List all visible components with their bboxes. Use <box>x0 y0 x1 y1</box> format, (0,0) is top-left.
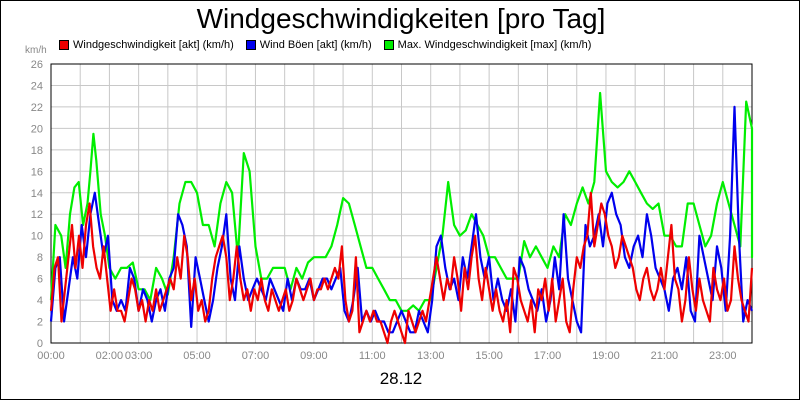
x-tick-label: 17:00 <box>534 350 562 362</box>
legend-label: Max. Windgeschwindigkeit [max] (km/h) <box>397 39 592 51</box>
y-tick-label: 24 <box>31 80 43 92</box>
x-tick-label: 15:00 <box>475 350 503 362</box>
x-tick-label: 05:00 <box>183 350 211 362</box>
date-label: 28.12 <box>379 369 423 388</box>
y-tick-label: 18 <box>31 145 43 157</box>
y-tick-label: 16 <box>31 166 43 178</box>
x-tick-label: 02:00 <box>96 350 124 362</box>
y-tick-label: 8 <box>37 252 43 264</box>
y-tick-label: 20 <box>31 123 43 135</box>
y-tick-label: 22 <box>31 102 43 114</box>
legend-swatch-green <box>383 40 394 50</box>
y-tick-label: 12 <box>31 209 43 221</box>
x-tick-label: 19:00 <box>592 350 620 362</box>
y-tick-label: 4 <box>37 295 43 307</box>
x-tick-label: 07:00 <box>242 350 270 362</box>
legend-item: Windgeschwindigkeit [akt] (km/h) <box>59 39 234 51</box>
legend-swatch-red <box>59 40 69 50</box>
y-tick-label: 10 <box>31 231 43 243</box>
legend-item: Wind Böen [akt] (km/h) <box>245 39 372 51</box>
y-tick-label: 0 <box>37 338 43 350</box>
y-tick-label: 14 <box>31 188 43 200</box>
x-tick-label: 09:00 <box>300 350 328 362</box>
x-tick-label: 21:00 <box>651 350 679 362</box>
chart-title: Windgeschwindigkeiten [pro Tag] <box>196 3 606 34</box>
x-tick-label: 11:00 <box>359 350 386 362</box>
x-tick-label: 13:00 <box>417 350 445 362</box>
x-tick-label: 03:00 <box>125 350 153 362</box>
legend-swatch-blue <box>245 40 256 50</box>
y-axis-unit: km/h <box>25 45 47 56</box>
y-tick-label: 26 <box>31 59 43 71</box>
y-tick-label: 2 <box>37 317 43 329</box>
x-tick-label: 00:00 <box>37 350 65 362</box>
legend: Windgeschwindigkeit [akt] (km/h) Wind Bö… <box>59 39 603 51</box>
y-tick-label: 6 <box>37 274 43 286</box>
series-line-2 <box>49 191 754 345</box>
legend-label: Windgeschwindigkeit [akt] (km/h) <box>73 39 234 51</box>
legend-label: Wind Böen [akt] (km/h) <box>259 39 372 51</box>
x-tick-label: 23:00 <box>709 350 737 362</box>
legend-item: Max. Windgeschwindigkeit [max] (km/h) <box>383 39 592 51</box>
